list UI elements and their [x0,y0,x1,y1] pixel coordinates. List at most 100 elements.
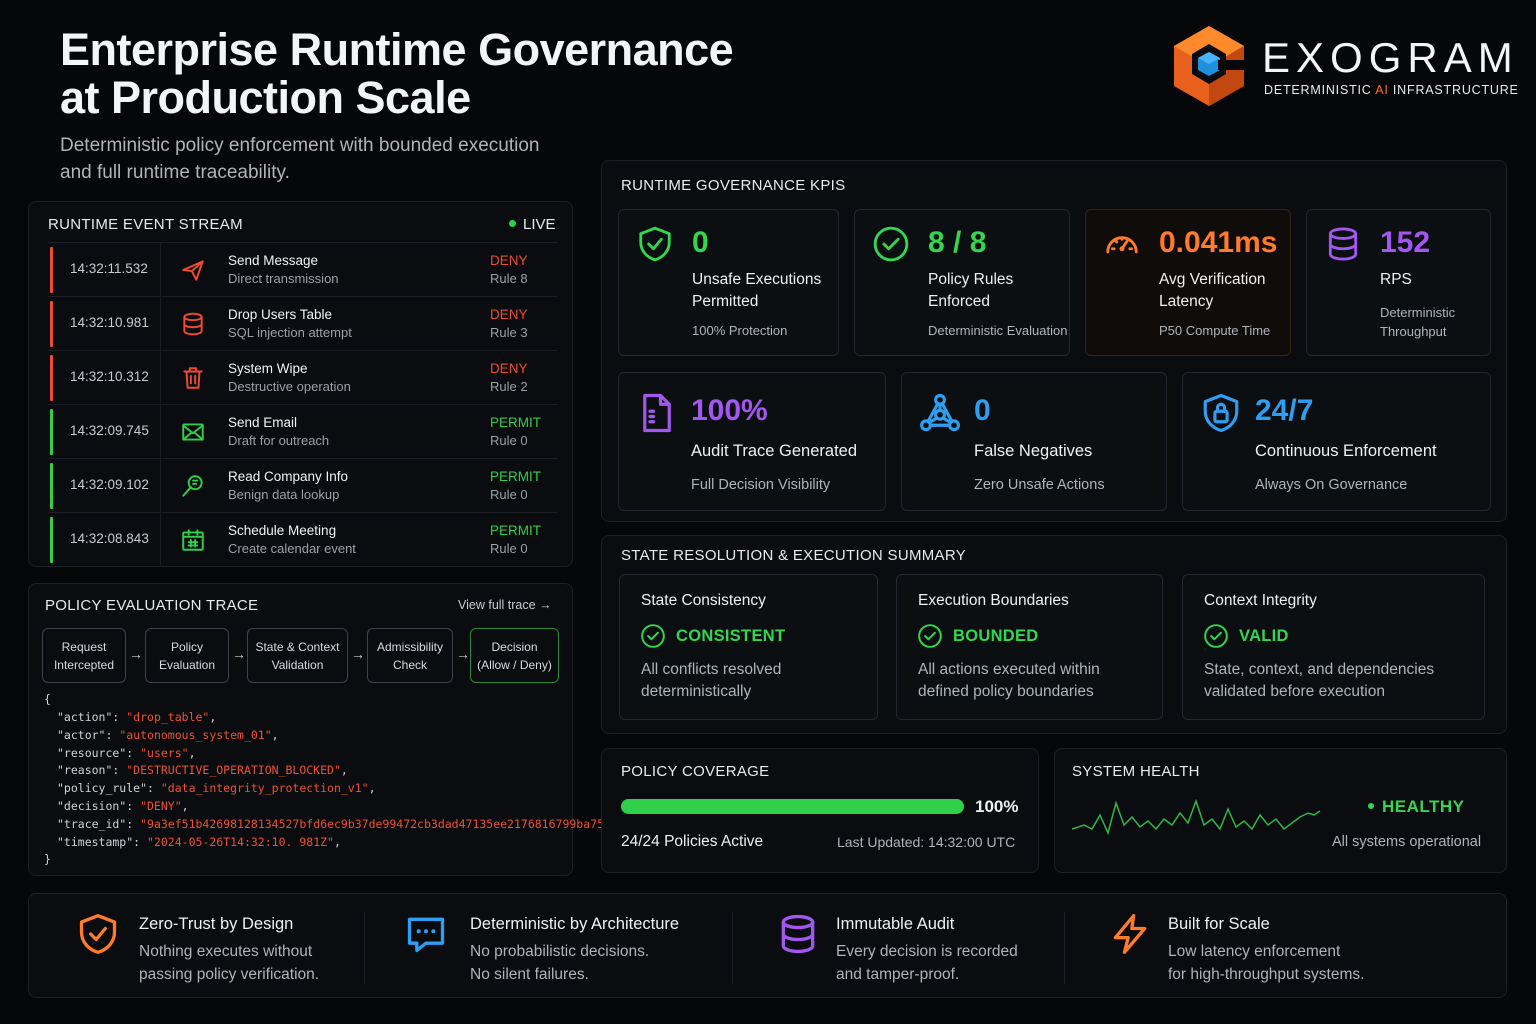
event-row[interactable]: 14:32:10.981 Drop Users Table SQL injectio… [48,296,558,351]
feature-desc-line-2: for high-throughput systems. [1168,966,1365,983]
view-full-trace-link[interactable]: View full trace → [458,598,552,612]
code-line: "action": "drop_table", [57,710,216,724]
code-key: "trace_id" [57,816,127,831]
feature-divider [1064,912,1065,984]
state-desc-line-1: State, context, and dependencies [1204,661,1435,678]
event-row[interactable]: 14:32:08.843 Schedule Meeting Create calen… [48,512,558,567]
live-indicator: LIVE [509,216,556,233]
kpi-value: 0.041ms [1159,226,1278,259]
state-card [896,574,1163,720]
flow-step-line-2: Check [392,657,427,672]
state-card [1182,574,1485,720]
kpi-value: 100% [691,394,768,427]
feature-desc-line-2: and tamper-proof. [836,966,960,983]
state-desc-line-2: defined policy boundaries [918,683,1094,700]
kpi-label-line-1: RPS [1380,271,1412,288]
chat-bubble-icon [404,912,448,961]
database-icon [1324,225,1362,268]
search-doc-icon [180,473,206,499]
event-desc: Direct transmission [228,271,339,286]
event-row[interactable]: 14:32:11.532 Send Message Direct transmiss… [48,242,558,297]
code-key: "policy_rule" [57,781,148,796]
coverage-progress-fill [621,799,964,814]
event-stream-title: RUNTIME EVENT STREAM [48,216,243,233]
check-circle-icon [640,623,666,654]
arrow-right-icon: → [539,598,552,612]
coverage-title: POLICY COVERAGE [621,763,770,780]
code-comma: , [271,727,279,742]
event-status-bar [50,355,53,401]
page-subtitle-line-1: Deterministic policy enforcement with bo… [60,135,540,156]
state-desc-line-1: All conflicts resolved [641,661,782,678]
event-divider [160,513,161,567]
event-divider [160,297,161,351]
event-divider [160,405,161,459]
kpi-value: 0 [974,394,991,427]
code-colon: : [126,799,141,813]
event-rule: Rule 2 [490,379,528,394]
state-desc: All conflicts resolved deterministically [641,659,781,703]
code-value: "9a3ef51b42698128134527bfd6ec9b37de99472… [140,816,611,831]
kpi-label: Unsafe Executions Permitted [692,269,821,313]
kpi-sub-line-1: P50 Compute Time [1159,323,1271,338]
kpi-card [1085,209,1291,356]
state-card [619,574,878,720]
kpi-value: 8 / 8 [928,226,987,259]
state-heading: Context Integrity [1204,592,1317,609]
event-divider [160,459,161,513]
feature-desc-line-1: Low latency enforcement [1168,943,1341,960]
kpi-card [901,372,1167,511]
kpi-card [1306,209,1491,356]
code-line: "policy_rule": "data_integrity_protectio… [57,781,376,795]
event-row[interactable]: 14:32:09.102 Read Company Info Benign data… [48,458,558,513]
flow-step-line-1: State & Context [255,639,340,654]
code-key: "action" [57,710,113,724]
coverage-updated: Last Updated: 14:32:00 UTC [837,834,1016,850]
kpi-sub-line-2: Throughput [1380,324,1447,339]
feature-divider [732,912,733,984]
flow-step: Request Intercepted [42,628,126,683]
coverage-active: 24/24 Policies Active [621,833,764,850]
event-rule: Rule 0 [490,541,528,556]
check-circle-icon [1203,623,1229,654]
flow-step-line-1: Admissibility [376,639,443,654]
code-line: "resource": "users", [57,746,196,760]
feature-desc-line-1: Every decision is recorded [836,943,1018,960]
feature-desc: Every decision is recorded and tamper-pro… [836,940,1018,986]
event-rule: Rule 3 [490,325,528,340]
event-time: 14:32:09.745 [70,423,149,438]
code-colon: : [126,816,141,831]
event-time: 14:32:11.532 [70,261,148,276]
event-status-bar [50,409,53,455]
event-row[interactable]: 14:32:10.312 System Wipe Destructive opera… [48,350,558,405]
code-comma: , [181,799,189,813]
feature-desc: No probabilistic decisions. No silent fai… [470,940,649,986]
event-status-bar [50,517,53,563]
health-status: HEALTHY [1368,797,1465,817]
kpi-sub: Always On Governance [1255,477,1408,493]
state-summary-title: STATE RESOLUTION & EXECUTION SUMMARY [621,547,967,564]
kpi-sub: Deterministic Evaluation [928,321,1067,340]
features-panel [28,893,1507,998]
code-key: "reason" [57,763,113,778]
kpi-card [1182,372,1491,511]
document-icon [636,392,678,439]
flow-step: State & Context Validation [247,628,348,683]
state-heading: Execution Boundaries [918,592,1069,609]
event-name: Schedule Meeting [228,523,337,538]
event-name: Send Email [228,415,298,430]
event-row[interactable]: 14:32:09.745 Send Email Draft for outreach… [48,404,558,459]
event-time: 14:32:10.312 [70,369,149,384]
arrow-right-icon: → [232,646,246,662]
kpi-value: 0 [692,226,709,259]
kpi-sub-line-1: Deterministic [1380,305,1456,320]
feature-desc-line-1: Nothing executes without [139,943,313,960]
event-rule: Rule 0 [490,433,528,448]
health-panel [1054,748,1507,873]
arrow-right-icon: → [351,646,365,662]
state-desc-line-2: validated before execution [1204,683,1385,700]
flow-step-line-1: Decision [491,639,538,654]
flow-step: Admissibility Check [367,628,453,683]
flow-step: Policy Evaluation [145,628,229,683]
flow-step-line-2: (Allow / Deny) [477,657,552,672]
